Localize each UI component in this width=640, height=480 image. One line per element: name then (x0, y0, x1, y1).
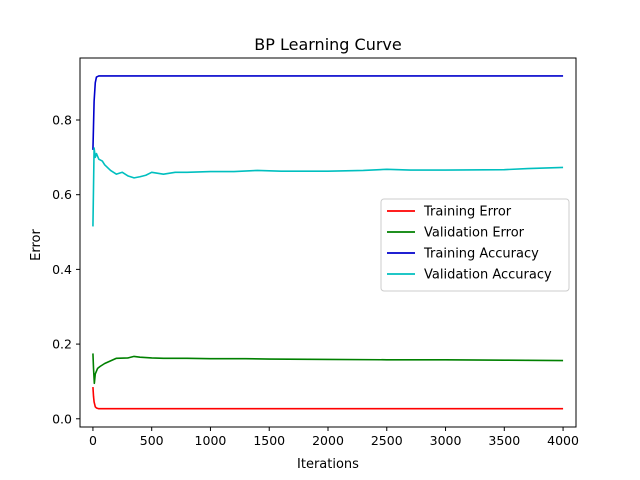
x-axis-label: Iterations (297, 457, 359, 472)
legend-box (380, 198, 570, 292)
y-tick-label: 0.6 (52, 187, 72, 202)
y-tick-label: 0.0 (52, 411, 72, 426)
legend-label: Validation Accuracy (424, 268, 552, 283)
x-tick-label: 0 (89, 433, 97, 448)
plot-area: 0 500 1000 1500 2000 2500 3000 3500 4000 0.0 0.2 0.… (52, 57, 579, 448)
series-line-validation-accuracy (92, 147, 564, 227)
y-tick-label: 0.8 (52, 112, 72, 127)
series-line-validation-error (92, 353, 564, 385)
series-line-training-accuracy (92, 75, 564, 150)
series-line-training-error (92, 386, 564, 410)
y-tick-label: 0.4 (52, 262, 72, 277)
x-tick-label: 3000 (430, 433, 462, 448)
y-tick-label: 0.2 (52, 337, 72, 352)
x-tick-label: 4000 (547, 433, 579, 448)
y-axis-label: Error (29, 229, 44, 261)
x-tick-label: 3500 (488, 433, 520, 448)
x-tick-label: 1500 (253, 433, 285, 448)
legend-label: Validation Error (424, 226, 525, 241)
x-tick-label: 2500 (371, 433, 403, 448)
legend-label: Training Error (423, 205, 512, 220)
x-tick-label: 1000 (195, 433, 227, 448)
chart-title: BP Learning Curve (254, 35, 401, 54)
legend-label: Training Accuracy (423, 247, 539, 262)
legend: Training Error Validation Error Training A… (380, 198, 570, 292)
x-tick-label: 500 (140, 433, 164, 448)
x-tick-label: 2000 (312, 433, 344, 448)
